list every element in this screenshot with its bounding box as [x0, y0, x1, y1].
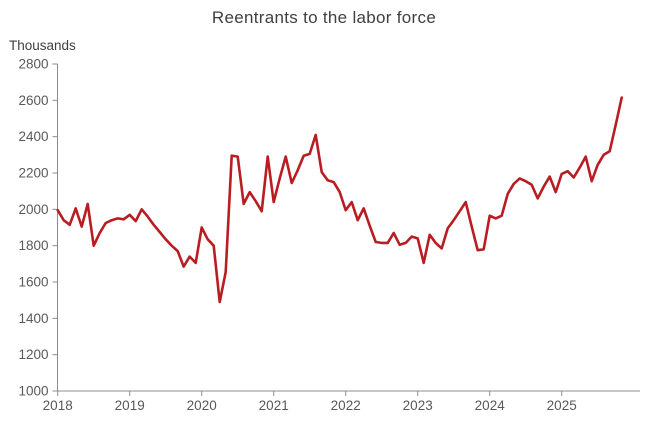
- x-tick-label: 2022: [331, 398, 361, 413]
- y-tick-label: 1800: [18, 238, 48, 253]
- y-tick-label: 2200: [18, 166, 48, 181]
- y-tick-label: 1200: [18, 347, 48, 362]
- data-line-reentrants: [56, 96, 624, 304]
- y-tick-label: 2000: [18, 202, 48, 217]
- x-tick-label: 2023: [403, 398, 433, 413]
- x-tick-label: 2020: [187, 398, 217, 413]
- x-tick-label: 2021: [259, 398, 289, 413]
- y-tick-label: 2600: [18, 93, 48, 108]
- chart-title: Reentrants to the labor force: [211, 8, 437, 27]
- y-tick-label: 1600: [18, 275, 48, 290]
- x-tick-label: 2019: [115, 398, 145, 413]
- x-tick-label: 2025: [547, 398, 577, 413]
- x-tick-label: 2018: [43, 398, 73, 413]
- y-tick-label: 1400: [18, 311, 48, 326]
- y-tick-label: 1000: [18, 384, 48, 399]
- axis-lines: [57, 64, 640, 392]
- y-tick-label: 2800: [18, 57, 48, 72]
- x-tick-label: 2024: [475, 398, 506, 413]
- y-axis-units-label: Thousands: [9, 38, 76, 53]
- y-tick-label: 2400: [18, 129, 48, 144]
